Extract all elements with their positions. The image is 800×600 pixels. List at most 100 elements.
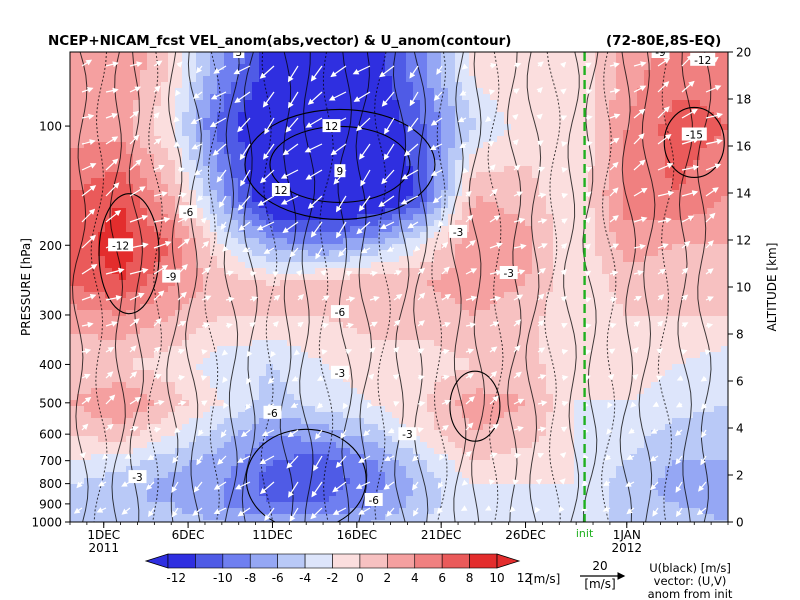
heatmap-cell bbox=[231, 208, 239, 215]
heatmap-cell bbox=[77, 196, 85, 203]
heatmap-cell bbox=[511, 238, 519, 245]
heatmap-cell bbox=[462, 112, 470, 119]
heatmap-cell bbox=[182, 148, 190, 155]
heatmap-cell bbox=[217, 64, 225, 71]
heatmap-cell bbox=[721, 136, 728, 143]
heatmap-cell bbox=[462, 244, 470, 251]
heatmap-cell bbox=[175, 340, 183, 347]
heatmap-cell bbox=[378, 268, 386, 275]
heatmap-cell bbox=[84, 352, 92, 359]
heatmap-cell bbox=[91, 328, 99, 335]
heatmap-cell bbox=[518, 358, 526, 365]
heatmap-cell bbox=[658, 304, 666, 311]
heatmap-cell bbox=[630, 112, 638, 119]
heatmap-cell bbox=[315, 190, 323, 197]
heatmap-cell bbox=[378, 130, 386, 137]
heatmap-cell bbox=[630, 202, 638, 209]
heatmap-cell bbox=[287, 310, 295, 317]
heatmap-cell bbox=[714, 76, 722, 83]
heatmap-cell bbox=[294, 136, 302, 143]
heatmap-cell bbox=[112, 286, 120, 293]
heatmap-cell bbox=[413, 52, 421, 59]
heatmap-cell bbox=[504, 166, 512, 173]
heatmap-cell bbox=[231, 244, 239, 251]
heatmap-cell bbox=[420, 352, 428, 359]
heatmap-cell bbox=[189, 58, 197, 65]
heatmap-cell bbox=[630, 142, 638, 149]
heatmap-cell bbox=[469, 244, 477, 251]
heatmap-cell bbox=[308, 148, 316, 155]
heatmap-cell bbox=[504, 310, 512, 317]
heatmap-cell bbox=[714, 238, 722, 245]
heatmap-cell bbox=[217, 184, 225, 191]
heatmap-cell bbox=[70, 358, 78, 365]
heatmap-cell bbox=[175, 70, 183, 77]
heatmap-cell bbox=[476, 52, 484, 59]
heatmap-cell bbox=[644, 154, 652, 161]
heatmap-cell bbox=[546, 346, 554, 353]
heatmap-cell bbox=[77, 268, 85, 275]
heatmap-cell bbox=[189, 172, 197, 179]
heatmap-cell bbox=[210, 118, 218, 125]
heatmap-cell bbox=[147, 154, 155, 161]
heatmap-cell bbox=[721, 196, 728, 203]
heatmap-cell bbox=[245, 100, 253, 107]
heatmap-cell bbox=[399, 292, 407, 299]
heatmap-cell bbox=[371, 58, 379, 65]
heatmap-cell bbox=[77, 130, 85, 137]
heatmap-cell bbox=[259, 118, 267, 125]
heatmap-cell bbox=[350, 82, 358, 89]
heatmap-cell bbox=[70, 220, 78, 227]
heatmap-cell bbox=[217, 316, 225, 323]
heatmap-cell bbox=[553, 322, 561, 329]
heatmap-cell bbox=[665, 238, 673, 245]
heatmap-cell bbox=[308, 268, 316, 275]
heatmap-cell bbox=[483, 232, 491, 239]
heatmap-cell bbox=[294, 352, 302, 359]
heatmap-cell bbox=[126, 202, 134, 209]
heatmap-cell bbox=[630, 340, 638, 347]
heatmap-cell bbox=[714, 232, 722, 239]
heatmap-cell bbox=[322, 310, 330, 317]
heatmap-cell bbox=[609, 154, 617, 161]
heatmap-cell bbox=[714, 214, 722, 221]
heatmap-cell bbox=[308, 286, 316, 293]
heatmap-cell bbox=[322, 76, 330, 83]
heatmap-cell bbox=[658, 340, 666, 347]
heatmap-cell bbox=[259, 124, 267, 131]
heatmap-cell bbox=[217, 130, 225, 137]
heatmap-cell bbox=[693, 310, 701, 317]
heatmap-cell bbox=[686, 100, 694, 107]
heatmap-cell bbox=[483, 346, 491, 353]
heatmap-cell bbox=[567, 226, 575, 233]
heatmap-cell bbox=[322, 316, 330, 323]
heatmap-cell bbox=[609, 118, 617, 125]
heatmap-cell bbox=[658, 154, 666, 161]
heatmap-cell bbox=[721, 238, 728, 245]
heatmap-cell bbox=[560, 214, 568, 221]
heatmap-cell bbox=[658, 118, 666, 125]
heatmap-cell bbox=[672, 244, 680, 251]
heatmap-cell bbox=[427, 340, 435, 347]
heatmap-cell bbox=[462, 322, 470, 329]
heatmap-cell bbox=[637, 334, 645, 341]
heatmap-cell bbox=[203, 298, 211, 305]
heatmap-cell bbox=[294, 214, 302, 221]
heatmap-cell bbox=[329, 64, 337, 71]
heatmap-cell bbox=[287, 232, 295, 239]
heatmap-cell bbox=[238, 220, 246, 227]
heatmap-cell bbox=[161, 238, 169, 245]
heatmap-cell bbox=[686, 286, 694, 293]
heatmap-cell bbox=[385, 112, 393, 119]
heatmap-cell bbox=[315, 154, 323, 161]
heatmap-cell bbox=[448, 346, 456, 353]
heatmap-cell bbox=[637, 298, 645, 305]
heatmap-cell bbox=[364, 76, 372, 83]
heatmap-cell bbox=[658, 64, 666, 71]
heatmap-cell bbox=[637, 190, 645, 197]
heatmap-cell bbox=[119, 166, 127, 173]
heatmap-cell bbox=[133, 124, 141, 131]
heatmap-cell bbox=[357, 304, 365, 311]
heatmap-cell bbox=[126, 274, 134, 281]
heatmap-cell bbox=[329, 178, 337, 185]
